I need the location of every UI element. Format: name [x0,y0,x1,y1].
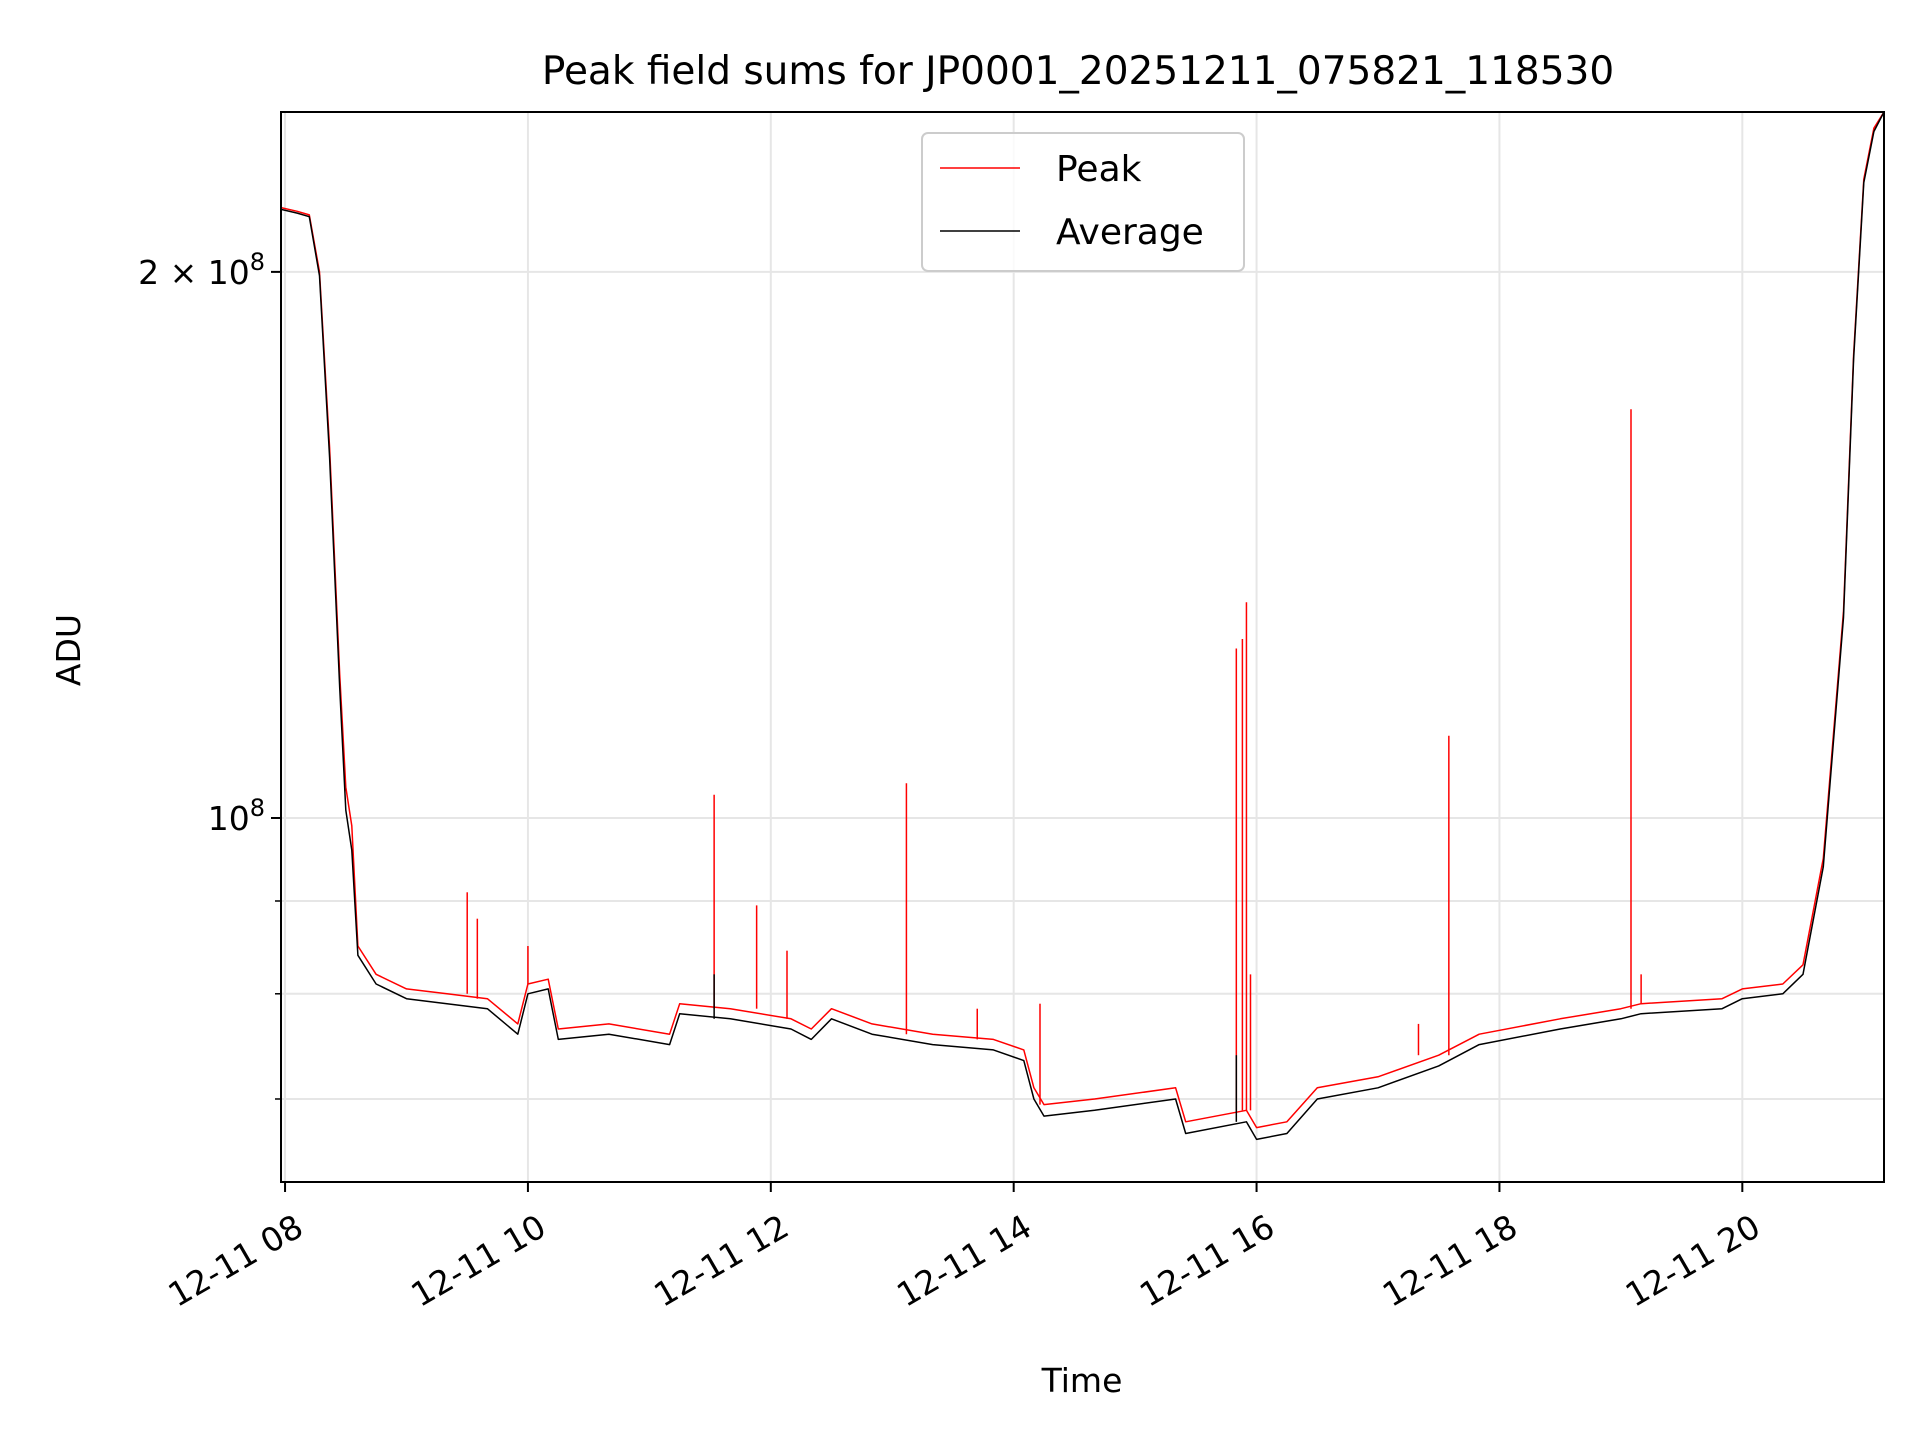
chart-title: Peak field sums for JP0001_20251211_0758… [542,49,1614,94]
legend: Peak Average [921,132,1245,272]
plot-area [281,112,1884,1141]
y-tick-label: 108 [208,794,265,838]
grid [281,112,1884,1182]
series-peak-line [281,112,1884,1129]
series-layer [281,112,1884,1141]
y-axis: 108 2 × 108 [138,248,281,1100]
x-axis-label: Time [1041,1361,1123,1400]
legend-average-label: Average [1056,212,1204,253]
legend-peak-label: Peak [1056,149,1142,190]
series-average-line [281,112,1884,1141]
y-axis-label: ADU [49,614,88,686]
plot-frame [280,111,1885,1183]
y-tick-label: 2 × 108 [138,248,265,292]
